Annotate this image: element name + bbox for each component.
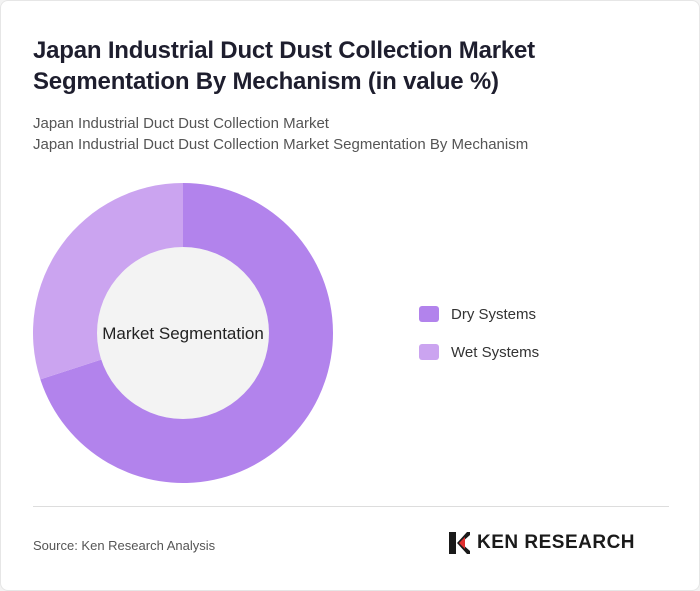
legend-label-wet-systems: Wet Systems (451, 343, 540, 361)
donut-chart: Market Segmentation (32, 183, 333, 483)
ken-research-logo-text: KEN RESEARCH (477, 532, 636, 553)
chart-legend: Dry Systems Wet Systems (419, 304, 539, 380)
chart-subtitle-segmentation: Japan Industrial Duct Dust Collection Ma… (33, 136, 529, 153)
chart-title: Japan Industrial Duct Dust Collection Ma… (33, 37, 535, 95)
chart-subtitle-market: Japan Industrial Duct Dust Collection Ma… (33, 115, 329, 132)
legend-swatch-dry-systems (419, 306, 439, 322)
ken-research-logo-icon (449, 532, 470, 554)
donut-center-label: Market Segmentation (102, 324, 264, 343)
footer-divider (33, 506, 669, 507)
legend-item-dry-systems: Dry Systems (419, 304, 539, 324)
donut-center (97, 247, 269, 419)
legend-item-wet-systems: Wet Systems (419, 342, 539, 362)
legend-label-dry-systems: Dry Systems (451, 305, 537, 323)
source-note: Source: Ken Research Analysis (33, 538, 216, 553)
ken-research-logo: KEN RESEARCH (447, 530, 635, 556)
legend-swatch-wet-systems (419, 344, 439, 360)
